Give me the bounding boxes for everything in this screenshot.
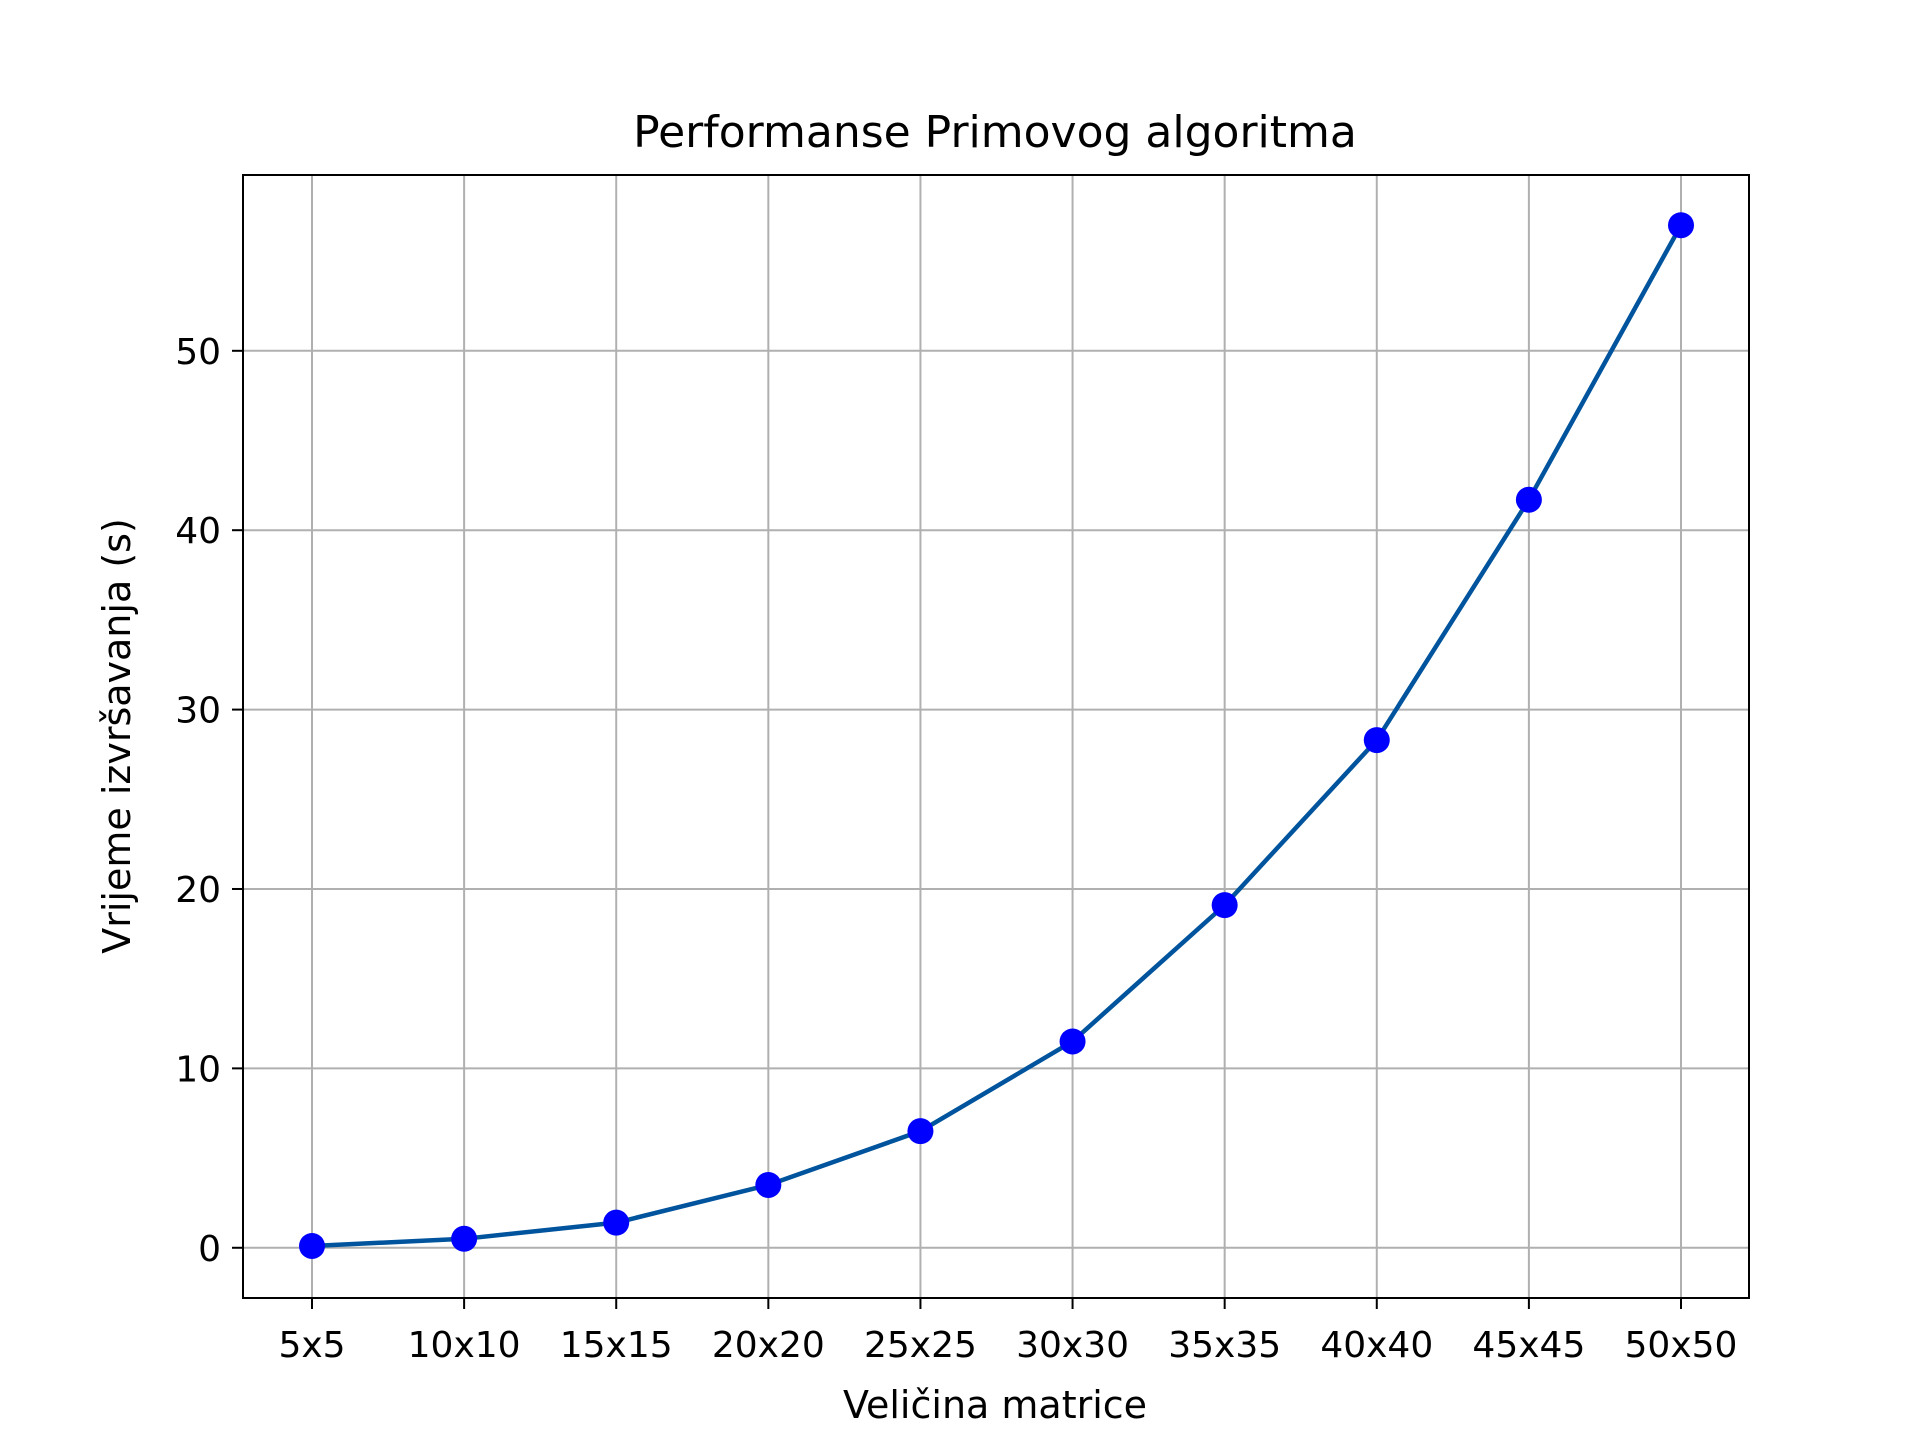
x-tick-label: 35x35 (1168, 1325, 1281, 1366)
data-point (299, 1232, 325, 1259)
data-point (1211, 892, 1238, 919)
series-layer (299, 212, 1694, 1259)
data-point (907, 1118, 934, 1145)
x-axis: 5x5 10x10 15x15 20x20 25x25 30x30 35x35 40x40 45… (278, 1298, 1737, 1366)
x-tick-label: 50x50 (1625, 1325, 1738, 1366)
y-tick-label: 10 (175, 1049, 221, 1090)
grid (243, 175, 1749, 1298)
data-point (451, 1225, 478, 1252)
y-axis: 0 10 20 30 40 50 (175, 332, 243, 1270)
x-axis-label: Veličina matrice (843, 1383, 1147, 1427)
x-tick-label: 10x10 (408, 1325, 521, 1366)
y-tick-label: 30 (175, 691, 221, 732)
x-tick-label: 20x20 (712, 1325, 825, 1366)
series-line (311, 224, 1683, 1249)
y-axis-label: Vrijeme izvršavanja (s) (95, 518, 139, 954)
data-point (603, 1209, 630, 1236)
plot-frame (242, 174, 1750, 1299)
y-tick-label: 50 (175, 332, 221, 373)
y-tick-label: 40 (175, 511, 221, 552)
y-tick-label: 20 (175, 870, 221, 911)
data-point (755, 1171, 782, 1198)
x-tick-label: 5x5 (278, 1325, 345, 1366)
data-point (1515, 486, 1542, 513)
x-tick-label: 45x45 (1472, 1325, 1585, 1366)
y-tick-label: 0 (198, 1229, 221, 1270)
x-tick-label: 40x40 (1320, 1325, 1433, 1366)
x-tick-label: 15x15 (560, 1325, 673, 1366)
x-tick-label: 25x25 (864, 1325, 977, 1366)
data-point (1059, 1028, 1086, 1055)
x-tick-label: 30x30 (1016, 1325, 1129, 1366)
data-point (1363, 727, 1390, 754)
chart-title: Performanse Primovog algoritma (633, 107, 1357, 158)
data-point (1668, 212, 1694, 239)
